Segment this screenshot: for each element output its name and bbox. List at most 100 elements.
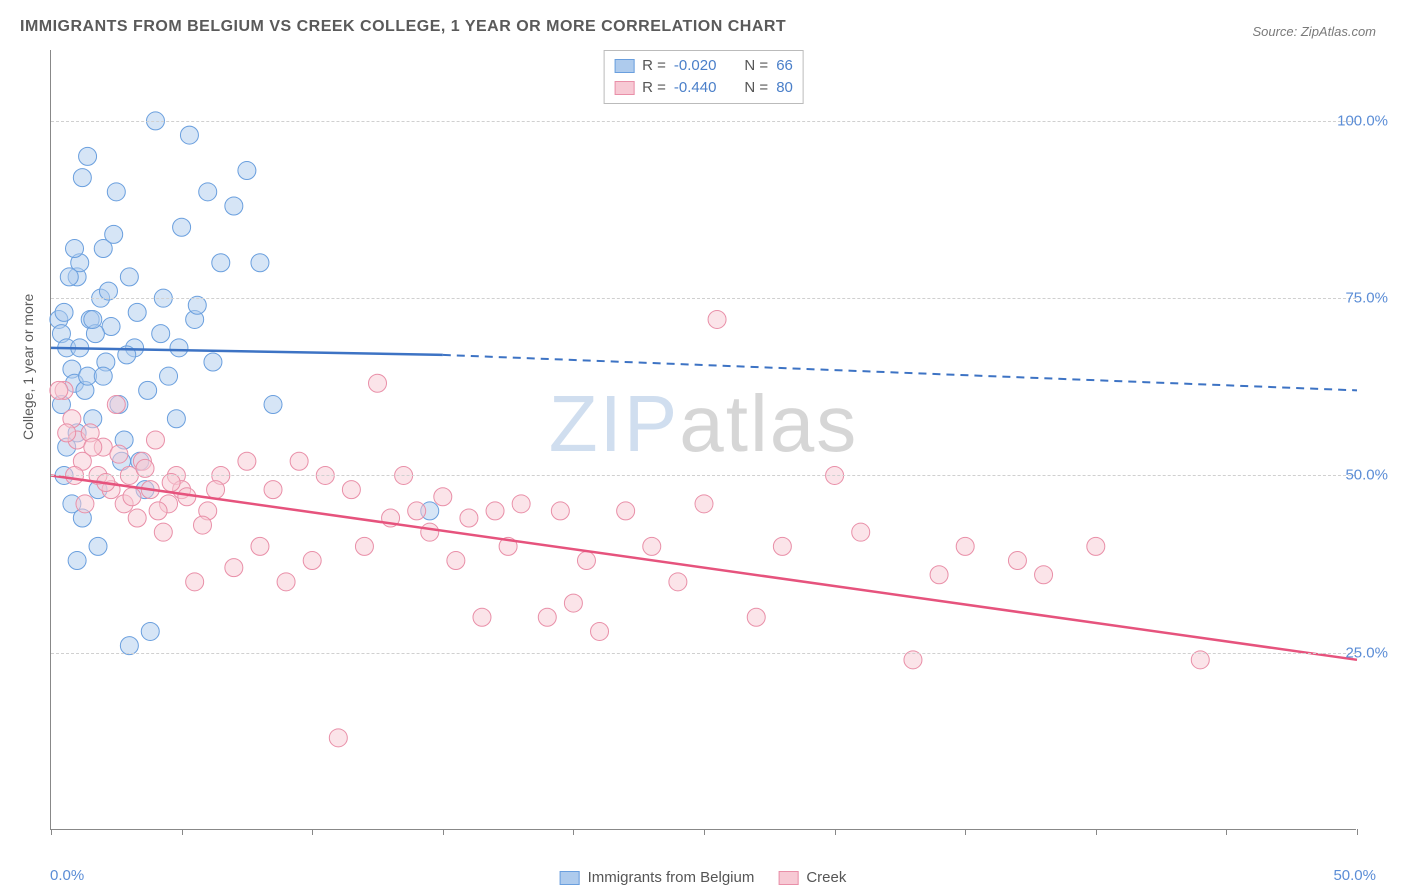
n-label-1: N = [744, 77, 768, 99]
y-tick-label: 75.0% [1345, 290, 1388, 307]
y-axis-label: College, 1 year or more [20, 294, 36, 440]
data-point [251, 537, 269, 555]
data-point [58, 424, 76, 442]
data-point [141, 622, 159, 640]
gridline [51, 653, 1356, 654]
data-point [152, 325, 170, 343]
legend-label-belgium: Immigrants from Belgium [588, 869, 755, 886]
data-point [225, 197, 243, 215]
data-point [538, 608, 556, 626]
data-point [564, 594, 582, 612]
data-point [264, 396, 282, 414]
trend-line-dashed [443, 355, 1357, 390]
data-point [170, 339, 188, 357]
data-point [460, 509, 478, 527]
legend-label-creek: Creek [806, 869, 846, 886]
legend-swatch-creek-icon [778, 871, 798, 885]
y-tick-label: 25.0% [1345, 644, 1388, 661]
data-point [66, 240, 84, 258]
data-point [695, 495, 713, 513]
data-point [342, 481, 360, 499]
data-point [193, 516, 211, 534]
data-point [55, 303, 73, 321]
r-label-0: R = [642, 55, 666, 77]
legend-stats-row: R = -0.440 N = 80 [614, 77, 793, 99]
data-point [79, 147, 97, 165]
data-point [447, 552, 465, 570]
data-point [199, 183, 217, 201]
data-point [186, 573, 204, 591]
legend-swatch-belgium [614, 59, 634, 73]
r-label-1: R = [642, 77, 666, 99]
data-point [369, 374, 387, 392]
data-point [146, 431, 164, 449]
data-point [107, 396, 125, 414]
data-point [60, 268, 78, 286]
r-value-1: -0.440 [674, 77, 717, 99]
legend-stats: R = -0.020 N = 66 R = -0.440 N = 80 [603, 50, 804, 104]
data-point [107, 183, 125, 201]
x-tick-mark [1096, 829, 1097, 835]
chart-container: IMMIGRANTS FROM BELGIUM VS CREEK COLLEGE… [0, 0, 1406, 892]
data-point [120, 268, 138, 286]
legend-item-creek: Creek [778, 869, 846, 886]
data-point [355, 537, 373, 555]
data-point [591, 622, 609, 640]
data-point [173, 218, 191, 236]
r-value-0: -0.020 [674, 55, 717, 77]
data-point [128, 303, 146, 321]
data-point [139, 381, 157, 399]
chart-svg [51, 50, 1356, 829]
legend-stats-row: R = -0.020 N = 66 [614, 55, 793, 77]
data-point [167, 410, 185, 428]
legend-swatch-belgium-icon [560, 871, 580, 885]
data-point [238, 452, 256, 470]
x-tick-mark [312, 829, 313, 835]
data-point [50, 381, 68, 399]
y-tick-label: 100.0% [1337, 112, 1388, 129]
data-point [747, 608, 765, 626]
data-point [473, 608, 491, 626]
x-tick-mark [1226, 829, 1227, 835]
data-point [773, 537, 791, 555]
data-point [238, 162, 256, 180]
data-point [160, 367, 178, 385]
data-point [512, 495, 530, 513]
data-point [290, 452, 308, 470]
n-value-0: 66 [776, 55, 793, 77]
data-point [643, 537, 661, 555]
legend-bottom: Immigrants from Belgium Creek [560, 869, 847, 886]
data-point [73, 169, 91, 187]
data-point [329, 729, 347, 747]
x-tick-mark [835, 829, 836, 835]
data-point [408, 502, 426, 520]
data-point [207, 481, 225, 499]
legend-swatch-creek [614, 81, 634, 95]
gridline [51, 475, 1356, 476]
data-point [105, 225, 123, 243]
data-point [421, 523, 439, 541]
data-point [277, 573, 295, 591]
data-point [486, 502, 504, 520]
data-point [180, 126, 198, 144]
data-point [251, 254, 269, 272]
x-tick-mark [704, 829, 705, 835]
data-point [669, 573, 687, 591]
data-point [264, 481, 282, 499]
data-point [617, 502, 635, 520]
data-point [225, 559, 243, 577]
data-point [123, 488, 141, 506]
data-point [551, 502, 569, 520]
data-point [956, 537, 974, 555]
data-point [434, 488, 452, 506]
gridline [51, 121, 1356, 122]
data-point [852, 523, 870, 541]
y-tick-label: 50.0% [1345, 467, 1388, 484]
plot-area: ZIPatlas R = -0.020 N = 66 R = -0.440 N … [50, 50, 1356, 830]
legend-item-belgium: Immigrants from Belgium [560, 869, 755, 886]
data-point [68, 552, 86, 570]
x-tick-mark [573, 829, 574, 835]
data-point [930, 566, 948, 584]
data-point [204, 353, 222, 371]
x-tick-mark [51, 829, 52, 835]
